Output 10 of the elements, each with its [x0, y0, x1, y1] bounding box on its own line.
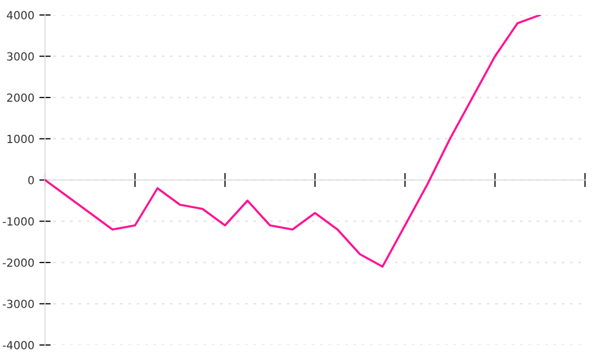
- y-tick-label: 0: [28, 176, 34, 184]
- y-tick-label: -4000: [2, 340, 34, 350]
- y-tick-label: -3000: [2, 300, 34, 308]
- y-tick-label: -2000: [2, 258, 34, 267]
- y-tick-label: -1000: [2, 217, 34, 226]
- y-tick-label: 2000: [7, 93, 34, 102]
- y-tick-label: 3000: [7, 52, 34, 61]
- y-tick-label: 1000: [8, 134, 34, 144]
- line-series: [45, 15, 542, 268]
- y-tick-label: 4000: [6, 10, 34, 20]
